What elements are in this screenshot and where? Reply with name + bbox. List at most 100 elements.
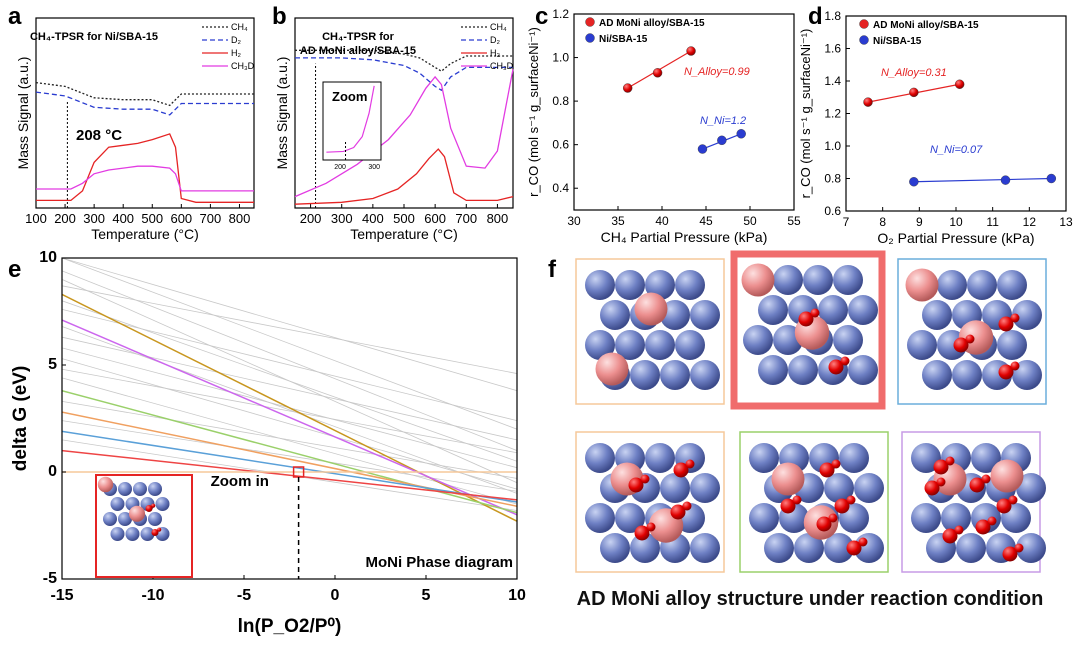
series-line-CH₄ bbox=[35, 81, 254, 107]
o-atom bbox=[670, 504, 686, 520]
o-atom bbox=[942, 528, 958, 544]
o-atom bbox=[685, 459, 695, 469]
ni-atom bbox=[585, 443, 615, 473]
x-tick-label: 800 bbox=[487, 211, 509, 226]
mo-atom bbox=[771, 462, 805, 496]
structure-grid bbox=[575, 250, 1047, 573]
x-tick-label: 200 bbox=[54, 211, 76, 226]
ni-atom bbox=[743, 325, 773, 355]
data-point-red bbox=[909, 87, 919, 98]
data-point-blue bbox=[736, 129, 746, 139]
ni-atom bbox=[630, 360, 660, 390]
o-atom bbox=[640, 474, 650, 484]
y-tick-label: 1.2 bbox=[552, 7, 569, 21]
x-tick-label: 700 bbox=[200, 211, 222, 226]
y-tick-label: 10 bbox=[39, 249, 57, 266]
ni-atom bbox=[125, 527, 140, 541]
x-tick-label: 8 bbox=[879, 215, 886, 229]
ni-atom bbox=[660, 300, 690, 330]
fit-label-blue: N_Ni=1.2 bbox=[700, 115, 746, 127]
x-tick-label: 55 bbox=[787, 214, 801, 228]
phase-line-colored bbox=[62, 319, 517, 516]
ni-atom bbox=[103, 512, 117, 526]
ni-atom bbox=[690, 300, 720, 330]
o-atom bbox=[945, 456, 955, 466]
legend-label: CH₃D bbox=[231, 61, 255, 71]
x-tick-label: 300 bbox=[331, 211, 353, 226]
o-atom bbox=[840, 356, 850, 366]
legend-marker bbox=[859, 19, 869, 29]
ni-atom bbox=[937, 270, 967, 300]
x-tick-label: 500 bbox=[393, 211, 415, 226]
ni-atom bbox=[1016, 473, 1046, 503]
legend-label: Ni/SBA-15 bbox=[599, 34, 648, 45]
legend-marker bbox=[859, 35, 869, 45]
ni-atom bbox=[803, 265, 833, 295]
data-point-red bbox=[954, 79, 965, 89]
data-point-blue bbox=[909, 177, 919, 187]
chart-e: -15 -10 -5 0 5 10 -5 0 5 10 Zoom in MoNi Phase diag… bbox=[10, 249, 526, 637]
data-point-red bbox=[622, 83, 633, 93]
o-atom bbox=[634, 525, 650, 541]
x-tick-label: -5 bbox=[237, 587, 251, 604]
plot-frame bbox=[61, 257, 518, 580]
ni-atom bbox=[749, 503, 779, 533]
panel-label-d: d bbox=[808, 3, 823, 30]
ni-atom bbox=[585, 503, 615, 533]
fit-label-red: N_Alloy=0.31 bbox=[881, 67, 947, 79]
x-axis-label: ln(P_O2/P⁰) bbox=[238, 616, 342, 637]
ni-atom bbox=[971, 443, 1001, 473]
series-line-CH₃D bbox=[36, 165, 254, 192]
data-point-blue bbox=[1046, 173, 1057, 184]
x-tick-label: 500 bbox=[141, 211, 163, 226]
o-atom bbox=[969, 477, 985, 493]
o-atom bbox=[1010, 361, 1020, 371]
ni-atom bbox=[690, 360, 720, 390]
data-point-blue bbox=[697, 144, 708, 154]
o-atom bbox=[828, 359, 844, 375]
ni-atom bbox=[833, 265, 863, 295]
ni-atom bbox=[675, 330, 705, 360]
chart-b: 200 300 400 500 600 700 800 CH₄ D₂ H₂ CH₃D CH₄-TPSR… bbox=[274, 17, 514, 242]
x-tick-label: 5 bbox=[422, 587, 431, 604]
o-atom bbox=[1002, 546, 1018, 562]
legend-marker bbox=[585, 17, 595, 27]
ni-atom bbox=[839, 443, 869, 473]
data-point-blue bbox=[717, 135, 727, 146]
x-tick-label: 9 bbox=[916, 215, 923, 229]
structure-panel-6 bbox=[901, 431, 1046, 573]
legend-marker bbox=[585, 33, 595, 43]
structure-caption: AD MoNi alloy structure under reaction c… bbox=[576, 588, 1044, 610]
ni-atom bbox=[585, 330, 615, 360]
y-tick-label: 1.0 bbox=[552, 51, 569, 65]
ni-atom bbox=[118, 512, 132, 526]
x-tick-label: 600 bbox=[170, 211, 192, 226]
ni-atom bbox=[749, 443, 779, 473]
o-atom bbox=[682, 501, 692, 511]
ni-atom bbox=[952, 360, 982, 390]
legend-label: CH₃D bbox=[490, 61, 514, 71]
y-tick-label: 1.0 bbox=[824, 139, 841, 153]
chart-title: AD MoNi alloy/SBA-15 bbox=[300, 45, 416, 57]
ni-atom bbox=[758, 355, 788, 385]
o-atom bbox=[792, 495, 802, 505]
ni-atom bbox=[615, 330, 645, 360]
o-atom bbox=[151, 529, 159, 536]
o-atom bbox=[810, 308, 820, 318]
zoom-annotation: Zoom in bbox=[211, 473, 269, 490]
phase-line-gray bbox=[62, 300, 517, 462]
mo-atom bbox=[905, 268, 939, 302]
structure-panel-5 bbox=[739, 431, 889, 573]
o-atom bbox=[834, 498, 850, 514]
o-atom bbox=[819, 462, 835, 478]
ni-atom bbox=[118, 482, 132, 496]
x-tick-label: 11 bbox=[986, 215, 999, 229]
x-tick-label: 10 bbox=[949, 215, 963, 229]
mo-atom bbox=[128, 505, 146, 522]
inset-series-line bbox=[326, 85, 375, 153]
o-atom bbox=[965, 334, 975, 344]
legend-label: H₂ bbox=[490, 48, 500, 58]
o-atom bbox=[673, 462, 689, 478]
ni-atom bbox=[922, 360, 952, 390]
ni-atom bbox=[997, 270, 1027, 300]
